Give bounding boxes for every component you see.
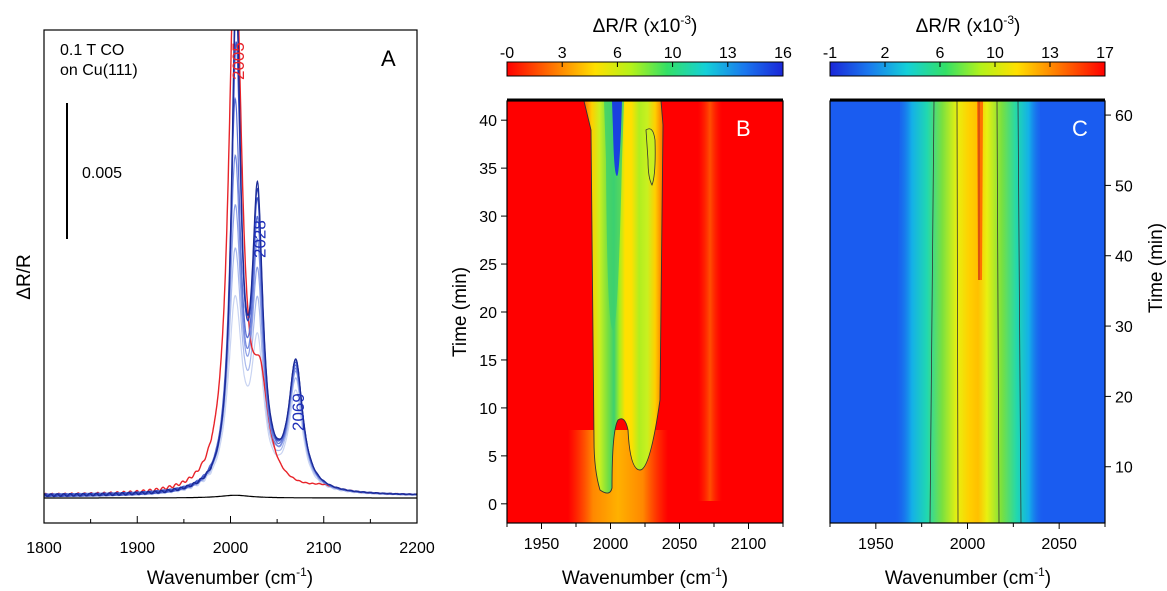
- panel-a-x-tick-label: 1800: [26, 540, 62, 557]
- panel-b-x-tick-label: 2000: [593, 536, 629, 553]
- panel-c-x-tick-label: 2000: [950, 536, 986, 553]
- panel-a-x-axis-label: Wavenumber (cm-1): [147, 565, 313, 589]
- panel-c-y-tick-label: 50: [1115, 178, 1133, 195]
- panel-c-map: [830, 101, 1105, 523]
- panel-b-x-ticks: 1950 2000 2050 2100: [506, 523, 784, 553]
- panel-a-peak-label-2005: 2005: [229, 42, 248, 80]
- panel-b-x-axis-label: Wavenumber (cm-1): [562, 565, 728, 589]
- panel-b-colorbar-tick-label: -0: [500, 45, 514, 62]
- panel-a-spectra: 1800 1900 2000 2100 2200 A 0.1 T CO on Cu(11…: [14, 29, 435, 589]
- panel-a-series-reference-0: [44, 494, 417, 499]
- panel-a-x-ticks: 1800 1900 2000 2100 2200: [26, 516, 435, 557]
- panel-b-x-tick-label: 2100: [731, 536, 767, 553]
- panel-b-band-2069: [698, 101, 722, 501]
- panel-b-y-tick-label: 0: [488, 497, 497, 514]
- panel-b-x-tick-label: 2050: [662, 536, 698, 553]
- panel-c-x-tick-label: 1950: [858, 536, 894, 553]
- panel-c-contour-right: [996, 101, 1022, 523]
- panel-c-y-ticks: 10 20 30 40 50 60: [1105, 108, 1133, 477]
- panel-c-band-region: [894, 101, 1044, 523]
- panel-b-y-tick-label: 40: [479, 113, 497, 130]
- panel-b-y-tick-label: 10: [479, 401, 497, 418]
- panel-c-y-tick-label: 30: [1115, 319, 1133, 336]
- panel-a-x-tick-label: 2200: [399, 540, 435, 557]
- panel-b-colorbar-tick-label: 16: [774, 45, 792, 62]
- panel-c-colorbar-tick-label: -1: [823, 45, 837, 62]
- panel-b-label: B: [736, 116, 751, 141]
- panel-b-y-axis-label: Time (min): [450, 267, 471, 357]
- panel-c-heatmap: -1 2 6 10 13 17 ΔR/R (x10-3) 1950 2000 2050 102…: [823, 13, 1167, 589]
- panel-b-y-tick-label: 25: [479, 257, 497, 274]
- panel-c-peak-ridge: [977, 101, 983, 280]
- panel-c-x-axis-label: Wavenumber (cm-1): [885, 565, 1051, 589]
- panel-b-map: [507, 101, 783, 523]
- panel-a-x-tick-label: 1900: [119, 540, 155, 557]
- panel-c-colorbar-tick-label: 2: [881, 45, 890, 62]
- panel-c-colorbar-ticks: -1 2 6 10 13 17: [823, 45, 1114, 67]
- panel-b-band-region: [583, 101, 664, 494]
- panel-b-colorbar-tick-label: 10: [664, 45, 682, 62]
- panel-a-scale-bar-label: 0.005: [82, 165, 122, 182]
- panel-a-peak-label-2069: 2069: [289, 393, 308, 431]
- panel-c-colorbar-title: ΔR/R (x10-3): [916, 13, 1021, 37]
- panel-a-series-time-series-2: [44, 294, 417, 498]
- panel-c-colorbar-tick-label: 17: [1096, 45, 1114, 62]
- panel-b-y-tick-label: 30: [479, 209, 497, 226]
- panel-b-y-tick-label: 5: [488, 449, 497, 466]
- panel-a-peak-label-2028: 2028: [251, 220, 270, 258]
- panel-a-y-axis-label: ΔR/R: [14, 254, 35, 299]
- panel-c-x-tick-label: 2050: [1041, 536, 1077, 553]
- panel-a-series-time-series-9: [44, 30, 417, 498]
- panel-b-low-band: [568, 430, 668, 523]
- panel-b-colorbar-title: ΔR/R (x10-3): [593, 13, 698, 37]
- panel-b-y-ticks: 0 5 10 15 20 25 30 35 40: [479, 113, 507, 514]
- panel-b-colorbar-tick-label: 13: [719, 45, 737, 62]
- panel-c-colorbar: [829, 61, 1106, 77]
- panel-c-colorbar-tick-label: 13: [1041, 45, 1059, 62]
- panel-c-contour-left: [929, 101, 959, 523]
- panel-c-y-tick-label: 40: [1115, 249, 1133, 266]
- panel-b-colorbar-tick-label: 3: [558, 45, 567, 62]
- panel-c-y-tick-label: 10: [1115, 460, 1133, 477]
- panel-b-blue-core: [612, 101, 622, 176]
- panel-a-annotation-line1: 0.1 T CO: [60, 42, 124, 59]
- panel-a-peak-labels: 2005 2028 2069: [229, 42, 308, 431]
- panel-a-x-tick-label: 2000: [213, 540, 249, 557]
- panel-b-contour-2032: [645, 128, 656, 186]
- panel-b-y-tick-label: 20: [479, 305, 497, 322]
- panel-a-curves: [44, 30, 417, 499]
- panel-b-x-tick-label: 1950: [524, 536, 560, 553]
- panel-a-x-tick-label: 2100: [306, 540, 342, 557]
- panel-b-colorbar: [506, 61, 784, 77]
- panel-c-y-tick-label: 20: [1115, 389, 1133, 406]
- panel-a-label: A: [381, 46, 396, 71]
- panel-b-y-tick-label: 35: [479, 161, 497, 178]
- panel-b-y-tick-label: 15: [479, 353, 497, 370]
- panel-b-colorbar-tick-label: 6: [613, 45, 622, 62]
- panel-c-colorbar-tick-label: 10: [986, 45, 1004, 62]
- panel-c-colorbar-tick-label: 6: [936, 45, 945, 62]
- panel-a-annotation-line2: on Cu(111): [60, 62, 138, 79]
- panel-c-label: C: [1072, 116, 1088, 141]
- panel-c-x-ticks: 1950 2000 2050: [829, 523, 1106, 553]
- panel-c-y-tick-label: 60: [1115, 108, 1133, 125]
- panel-b-colorbar-ticks: -0 3 6 10 13 16: [500, 45, 792, 67]
- panel-c-y-axis-label: Time (min): [1146, 223, 1167, 313]
- panel-b-heatmap: -0 3 6 10 13 16 ΔR/R (x10-3) 1950 2000 2050 2100…: [450, 13, 792, 589]
